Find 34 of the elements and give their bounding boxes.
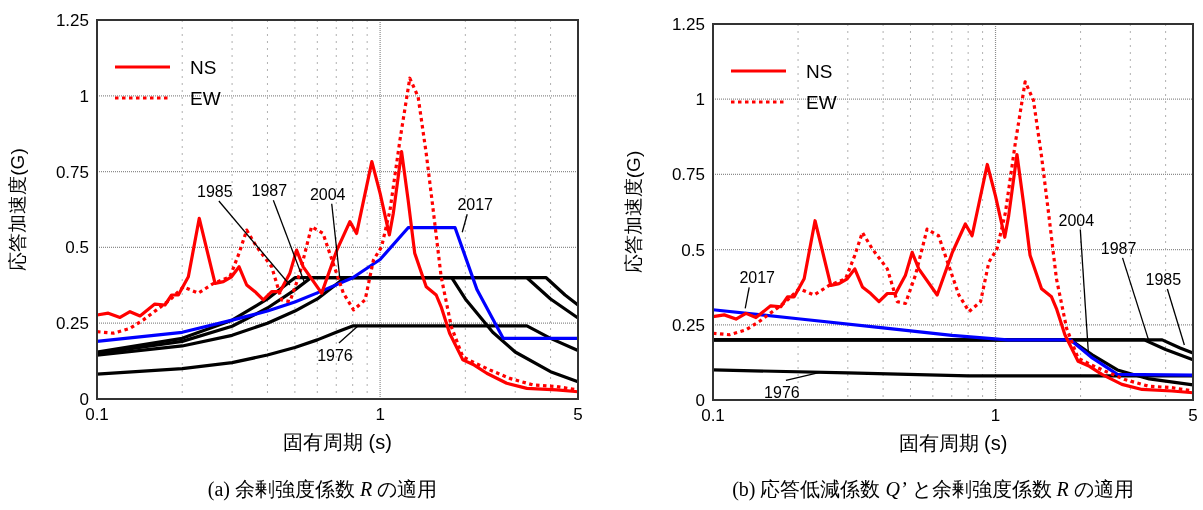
annotation: 2004	[309, 185, 346, 203]
y-axis-title: 応答加速度(G)	[7, 148, 28, 271]
legend-label: NS	[806, 61, 833, 82]
text: (a) 余剰強度係数 R の適用	[207, 478, 438, 501]
x-tick-label: 1	[375, 405, 385, 424]
annotation: 1985	[197, 183, 233, 200]
y-axis-title: 応答加速度(G)	[623, 150, 644, 274]
x-tick-label: 1	[990, 406, 1001, 425]
y-tick-label: 1	[79, 86, 89, 106]
annotation: 1976	[764, 384, 800, 402]
text: (b) 応答低減係数 Q’ と余剰強度係数 R の適用	[732, 478, 1134, 501]
x-axis-title: 固有周期 (s)	[898, 432, 1008, 454]
y-tick-label: 0.25	[671, 315, 705, 335]
annotation: 1987	[251, 182, 288, 200]
y-tick-label: 0.5	[65, 238, 89, 258]
x-tick-label: 5	[573, 405, 583, 424]
y-tick-label: 1.25	[55, 11, 89, 30]
annotation: 1987	[1100, 239, 1137, 257]
annotation: 1985	[1145, 270, 1182, 288]
y-tick-label: 0.75	[671, 165, 705, 185]
x-axis-title: 固有周期 (s)	[283, 431, 392, 453]
x-tick-label: 5	[1188, 406, 1198, 425]
annotation: 2004	[1058, 211, 1095, 229]
annotation: 1976	[317, 346, 353, 364]
legend-label: NS	[190, 57, 217, 78]
y-tick-label: 0.75	[55, 162, 89, 182]
y-tick-label: 0.5	[681, 240, 705, 260]
legend-label: EW	[806, 92, 837, 113]
y-tick-label: 1.25	[671, 15, 705, 34]
annotation: 2017	[739, 269, 776, 287]
y-tick-label: 1	[695, 90, 705, 110]
annotation: 2017	[457, 196, 494, 214]
y-tick-label: 0.25	[55, 314, 89, 334]
legend-label: EW	[190, 88, 221, 109]
